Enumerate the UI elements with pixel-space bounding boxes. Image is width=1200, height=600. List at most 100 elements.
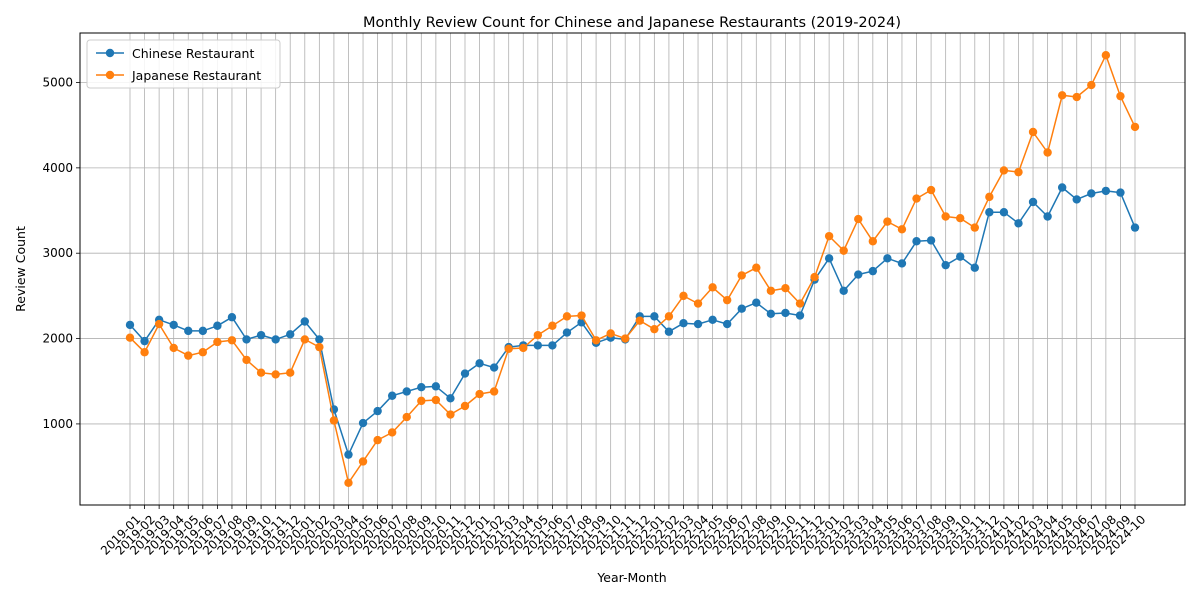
data-point-japanese-restaurant [431, 395, 441, 405]
data-point-japanese-restaurant [315, 342, 324, 352]
legend-marker-japanese [105, 70, 115, 80]
data-point-chinese-restaurant [664, 327, 674, 336]
data-point-japanese-restaurant [621, 334, 630, 343]
data-point-japanese-restaurant [606, 329, 615, 338]
data-point-japanese-restaurant [227, 336, 237, 345]
data-point-chinese-restaurant [256, 330, 266, 340]
data-point-chinese-restaurant [489, 363, 499, 372]
data-point-chinese-restaurant [533, 341, 543, 350]
data-point-japanese-restaurant [125, 333, 135, 342]
data-point-japanese-restaurant [1130, 122, 1140, 132]
data-point-japanese-restaurant [519, 343, 528, 353]
data-point-chinese-restaurant [548, 341, 557, 350]
series-line-chinese-restaurant [129, 186, 1136, 456]
data-point-japanese-restaurant [999, 166, 1009, 175]
data-point-japanese-restaurant [184, 351, 193, 360]
data-point-japanese-restaurant [242, 355, 251, 365]
data-point-japanese-restaurant [781, 284, 790, 293]
data-point-chinese-restaurant [883, 254, 892, 263]
data-point-chinese-restaurant [1014, 219, 1023, 228]
data-point-japanese-restaurant [1116, 91, 1125, 101]
data-point-chinese-restaurant [387, 391, 397, 400]
x-axis-label: Year-Month [596, 570, 666, 585]
data-point-japanese-restaurant [504, 344, 513, 354]
data-point-chinese-restaurant [795, 311, 805, 320]
grid-lines [80, 33, 1185, 505]
data-point-japanese-restaurant [839, 246, 848, 255]
data-point-japanese-restaurant [1072, 92, 1081, 102]
data-point-japanese-restaurant [460, 401, 470, 411]
data-point-chinese-restaurant [941, 260, 950, 270]
data-point-japanese-restaurant [329, 416, 339, 425]
data-point-chinese-restaurant [446, 394, 455, 403]
data-point-chinese-restaurant [722, 319, 732, 329]
data-point-japanese-restaurant [1101, 50, 1111, 60]
data-point-chinese-restaurant [824, 254, 834, 263]
data-point-japanese-restaurant [489, 387, 499, 396]
data-point-chinese-restaurant [956, 252, 965, 261]
data-point-japanese-restaurant [271, 370, 280, 379]
data-point-chinese-restaurant [868, 266, 878, 276]
legend-label-chinese: Chinese Restaurant [132, 46, 254, 61]
data-point-chinese-restaurant [693, 319, 703, 329]
data-point-japanese-restaurant [562, 312, 572, 321]
data-point-japanese-restaurant [824, 231, 834, 241]
data-point-chinese-restaurant [286, 330, 295, 339]
data-point-chinese-restaurant [358, 418, 368, 428]
data-point-chinese-restaurant [1072, 195, 1081, 204]
data-point-japanese-restaurant [708, 283, 717, 292]
y-axis: 1000 2000 3000 4000 5000 [42, 76, 80, 431]
data-point-chinese-restaurant [1116, 188, 1125, 197]
data-point-japanese-restaurant [854, 214, 863, 224]
data-point-chinese-restaurant [1101, 186, 1111, 196]
data-point-japanese-restaurant [591, 336, 601, 345]
data-point-chinese-restaurant [344, 450, 353, 459]
data-point-chinese-restaurant [198, 326, 208, 336]
data-point-chinese-restaurant [854, 270, 863, 279]
y-tick-label: 4000 [42, 161, 73, 175]
data-point-japanese-restaurant [300, 335, 309, 344]
data-point-japanese-restaurant [402, 412, 411, 422]
data-point-japanese-restaurant [737, 271, 746, 280]
data-point-japanese-restaurant [1043, 148, 1052, 157]
data-point-chinese-restaurant [752, 298, 761, 307]
data-point-japanese-restaurant [635, 316, 644, 325]
data-point-chinese-restaurant [402, 387, 411, 396]
data-point-japanese-restaurant [956, 214, 965, 223]
data-point-japanese-restaurant [1087, 80, 1096, 90]
legend: Chinese Restaurant Japanese Restaurant [86, 39, 281, 89]
data-point-chinese-restaurant [213, 321, 222, 330]
data-point-japanese-restaurant [213, 337, 222, 347]
data-point-chinese-restaurant [708, 315, 717, 324]
data-point-chinese-restaurant [970, 263, 979, 272]
y-tick-label: 1000 [42, 417, 73, 431]
data-point-chinese-restaurant [460, 369, 470, 378]
data-point-japanese-restaurant [358, 457, 368, 466]
data-point-chinese-restaurant [475, 359, 484, 368]
data-point-chinese-restaurant [227, 313, 237, 322]
data-point-chinese-restaurant [431, 382, 441, 391]
data-point-japanese-restaurant [868, 237, 878, 246]
data-point-chinese-restaurant [315, 335, 324, 344]
data-point-japanese-restaurant [446, 410, 455, 419]
data-point-japanese-restaurant [256, 368, 266, 377]
y-tick-label: 3000 [42, 246, 73, 260]
data-point-chinese-restaurant [562, 328, 572, 337]
data-point-japanese-restaurant [1028, 127, 1038, 137]
y-tick-label: 5000 [42, 76, 73, 90]
data-point-chinese-restaurant [737, 304, 746, 313]
y-axis-label: Review Count [13, 226, 28, 312]
data-point-chinese-restaurant [766, 309, 776, 319]
series-line-japanese-restaurant [129, 54, 1136, 484]
data-point-chinese-restaurant [897, 259, 907, 268]
data-point-japanese-restaurant [941, 212, 950, 221]
data-point-japanese-restaurant [810, 272, 819, 282]
data-point-chinese-restaurant [373, 406, 382, 416]
data-point-japanese-restaurant [198, 348, 208, 357]
data-point-japanese-restaurant [140, 348, 149, 357]
data-point-japanese-restaurant [169, 343, 178, 353]
data-point-chinese-restaurant [125, 320, 135, 330]
data-point-chinese-restaurant [781, 308, 790, 318]
